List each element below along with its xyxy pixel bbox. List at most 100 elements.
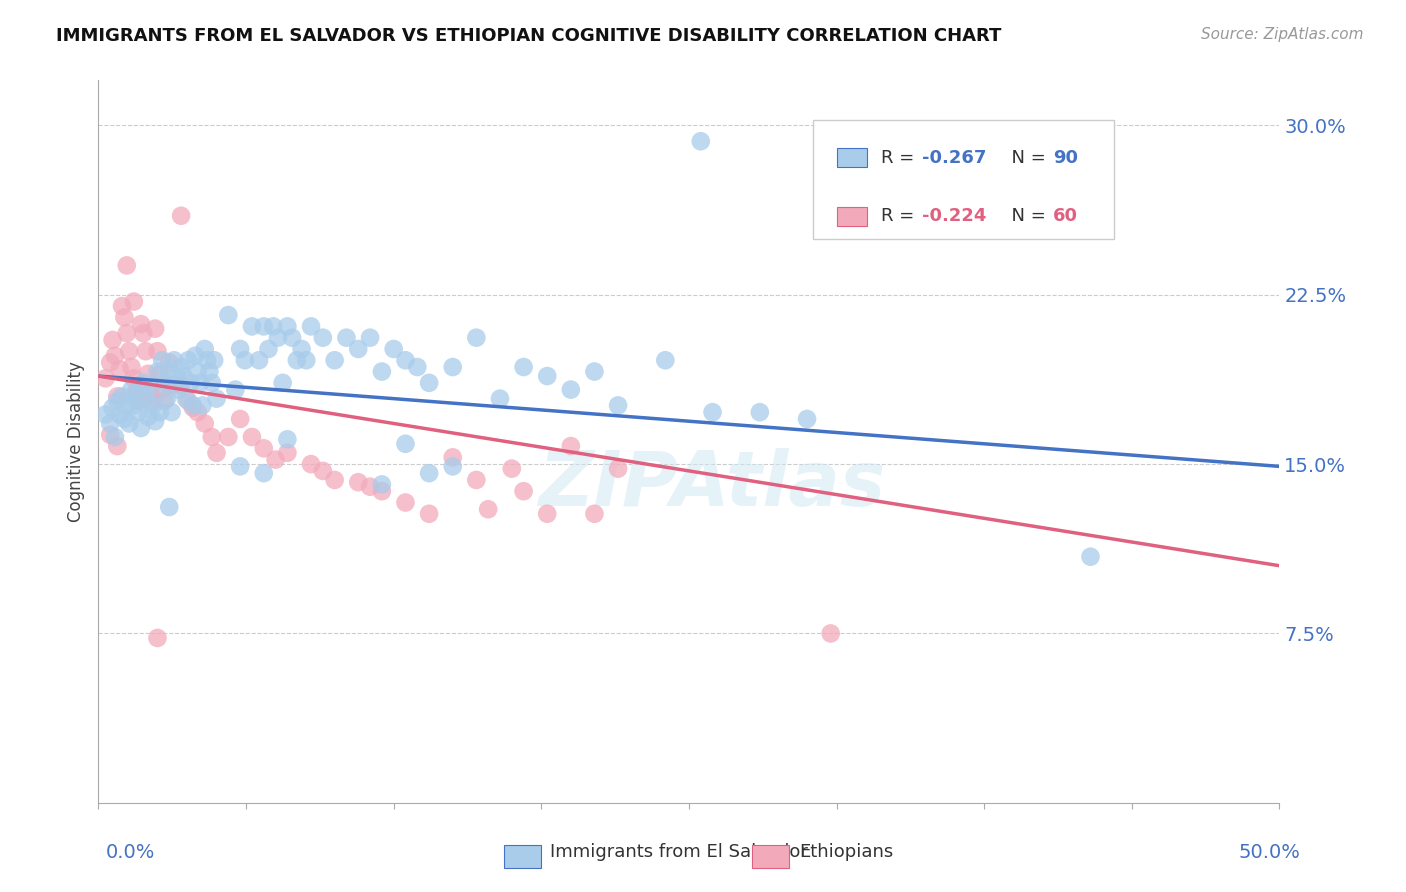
- Point: [139, 380, 162, 394]
- Point: [654, 353, 676, 368]
- Point: [163, 378, 186, 392]
- Text: 50.0%: 50.0%: [1239, 843, 1301, 862]
- Point: [217, 308, 239, 322]
- Point: [187, 365, 209, 379]
- Point: [128, 405, 150, 419]
- Point: [128, 393, 150, 408]
- Point: [108, 408, 131, 422]
- Text: -0.267: -0.267: [921, 149, 986, 167]
- Text: 90: 90: [1053, 149, 1078, 167]
- Point: [108, 362, 131, 376]
- Point: [267, 331, 290, 345]
- Point: [205, 446, 228, 460]
- Text: R =: R =: [882, 149, 921, 167]
- FancyBboxPatch shape: [813, 120, 1114, 239]
- Point: [143, 321, 166, 335]
- Text: ZIPAtlas: ZIPAtlas: [538, 448, 886, 522]
- Text: IMMIGRANTS FROM EL SALVADOR VS ETHIOPIAN COGNITIVE DISABILITY CORRELATION CHART: IMMIGRANTS FROM EL SALVADOR VS ETHIOPIAN…: [56, 27, 1001, 45]
- Point: [229, 459, 252, 474]
- Point: [129, 317, 152, 331]
- Point: [262, 319, 284, 334]
- Point: [167, 383, 190, 397]
- Point: [583, 507, 606, 521]
- Point: [111, 299, 134, 313]
- Point: [149, 405, 172, 419]
- Point: [153, 393, 176, 408]
- FancyBboxPatch shape: [837, 148, 868, 167]
- Point: [139, 384, 162, 399]
- Point: [271, 376, 294, 390]
- Point: [170, 378, 193, 392]
- Point: [371, 477, 394, 491]
- Text: -0.224: -0.224: [921, 207, 986, 225]
- Point: [111, 389, 134, 403]
- Point: [98, 427, 121, 442]
- Point: [98, 417, 121, 431]
- Point: [98, 355, 121, 369]
- Point: [264, 452, 287, 467]
- Point: [247, 353, 270, 368]
- Point: [129, 421, 152, 435]
- Point: [512, 484, 534, 499]
- Point: [512, 359, 534, 374]
- Point: [201, 376, 224, 390]
- Point: [172, 369, 194, 384]
- Point: [135, 392, 157, 406]
- Point: [165, 369, 187, 384]
- Point: [112, 412, 135, 426]
- Point: [347, 342, 370, 356]
- Point: [217, 430, 239, 444]
- Point: [180, 376, 202, 390]
- Point: [536, 369, 558, 384]
- Point: [198, 365, 221, 379]
- Point: [132, 326, 155, 340]
- Text: Ethiopians: Ethiopians: [799, 843, 893, 861]
- Point: [118, 417, 141, 431]
- Text: Immigrants from El Salvador: Immigrants from El Salvador: [550, 843, 807, 861]
- Point: [188, 376, 211, 390]
- Point: [157, 355, 180, 369]
- Point: [312, 464, 335, 478]
- Point: [371, 484, 394, 499]
- Point: [170, 359, 193, 374]
- Point: [94, 371, 117, 385]
- Point: [104, 430, 127, 444]
- Point: [560, 383, 582, 397]
- Point: [347, 475, 370, 490]
- Point: [607, 461, 630, 475]
- Point: [560, 439, 582, 453]
- Point: [136, 367, 159, 381]
- Point: [394, 437, 416, 451]
- Point: [177, 353, 200, 368]
- Point: [285, 353, 308, 368]
- Point: [136, 409, 159, 424]
- Point: [142, 398, 165, 412]
- Point: [181, 401, 204, 415]
- Point: [820, 626, 842, 640]
- Point: [299, 457, 322, 471]
- Point: [194, 417, 217, 431]
- Point: [441, 459, 464, 474]
- Point: [240, 319, 263, 334]
- Text: N =: N =: [1000, 207, 1052, 225]
- Point: [240, 430, 263, 444]
- Point: [153, 376, 176, 390]
- Point: [94, 408, 117, 422]
- Point: [229, 412, 252, 426]
- Point: [253, 319, 276, 334]
- Point: [406, 359, 429, 374]
- Point: [441, 450, 464, 465]
- Point: [382, 342, 405, 356]
- FancyBboxPatch shape: [503, 845, 541, 868]
- Point: [125, 387, 148, 401]
- Point: [257, 342, 280, 356]
- Point: [702, 405, 724, 419]
- Point: [477, 502, 499, 516]
- Point: [146, 344, 169, 359]
- Point: [105, 439, 128, 453]
- Point: [157, 365, 180, 379]
- Point: [748, 405, 770, 419]
- Point: [195, 353, 218, 368]
- Point: [115, 259, 138, 273]
- Point: [1080, 549, 1102, 564]
